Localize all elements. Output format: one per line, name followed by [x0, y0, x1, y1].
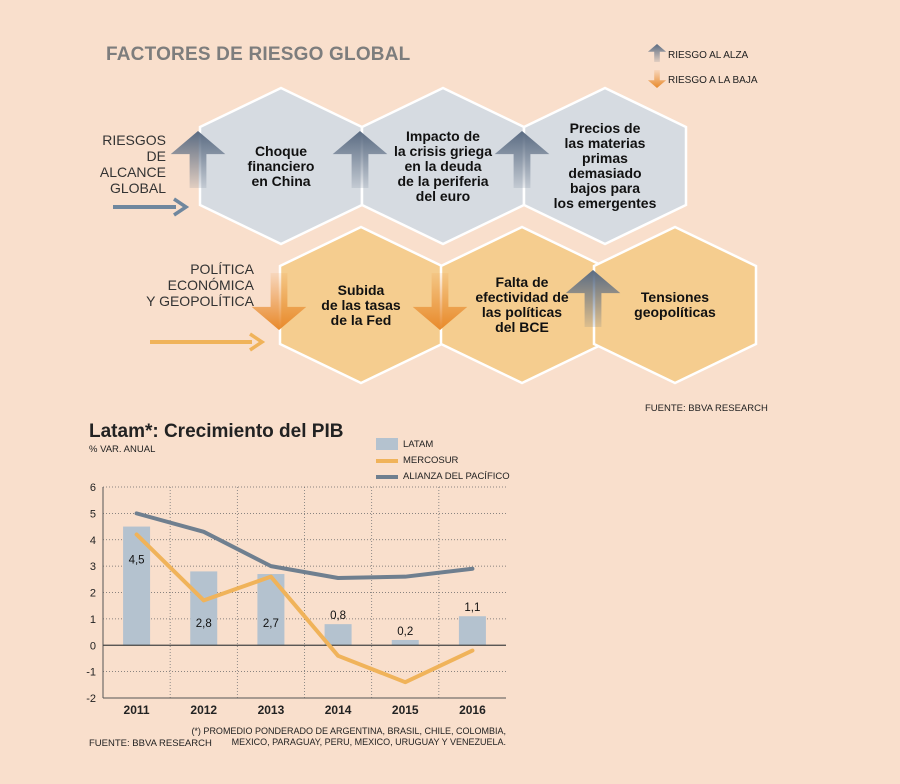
row-label-global: RIESGOS DE ALCANCE GLOBAL	[86, 132, 166, 196]
line-mercosur	[134, 532, 475, 685]
bar-latam-2014	[324, 624, 352, 646]
hexagon-text-line: Falta de	[495, 274, 549, 290]
hexagon-text-line: las políticas	[481, 304, 563, 320]
row-label-line: GLOBAL	[109, 180, 166, 196]
hexagon-text-line: bajos para	[569, 180, 641, 196]
risk-up-arrow-icon-2-3	[565, 270, 621, 327]
y-tick-label: 3	[90, 561, 96, 573]
hexagon-text-line: Precios de	[569, 120, 641, 136]
hexagon-text-policy-2: Falta de efectividad de las políticas del B…	[460, 250, 584, 360]
hexagon-text-global-3: Precios de las materias primas demasiado baj…	[543, 111, 667, 221]
chart-legend-latam: LATAM	[403, 439, 434, 450]
y-tick-label: -2	[86, 693, 96, 705]
hexagon-text-line: de la Fed	[330, 311, 392, 328]
x-tick-label-2014: 2014	[325, 703, 352, 717]
x-tick-label-2012: 2012	[190, 703, 217, 717]
row-label-line: POLÍTICA	[190, 261, 254, 277]
x-tick-label-2011: 2011	[124, 703, 150, 717]
data-label-latam-2014: 0,8	[330, 610, 346, 622]
x-tick-label-2016: 2016	[459, 703, 486, 717]
hexagon-text-policy-3: Tensiones geopolíticas	[613, 250, 737, 360]
risk-up-arrow-icon-1-2	[332, 131, 388, 188]
hexagon-text-line: Tensiones	[640, 289, 710, 305]
row-global-arrow-icon	[113, 197, 190, 217]
hexagon-text-line: financiero	[247, 157, 315, 174]
infographic-source: FUENTE: BBVA RESEARCH	[645, 403, 768, 414]
gdp-chart: -2 -1 0 1 2 3 4 5 6 4,5 2,8 2,7 0,8 0,2 1,1 2011 2012 201…	[86, 438, 506, 717]
legend-swatch-latam	[376, 438, 398, 450]
chart-legend-mercosur: MERCOSUR	[403, 455, 459, 466]
infographic-title: FACTORES DE RIESGO GLOBAL	[106, 44, 411, 65]
hexagon-text-line: primas	[582, 150, 628, 166]
hexagon-global-3	[522, 86, 688, 246]
row-label-line: ALCANCE	[99, 164, 166, 180]
hexagon-text-line: los emergentes	[553, 195, 657, 211]
risk-down-arrow-icon-2-1	[251, 273, 307, 330]
data-label-latam-2013: 2,7	[263, 618, 279, 630]
bar-latam-2012	[190, 571, 218, 646]
y-tick-label: 4	[90, 535, 96, 547]
risk-up-arrow-icon-1-1	[170, 131, 226, 188]
legend-down-arrow-icon	[647, 70, 667, 88]
data-label-latam-2016: 1,1	[464, 602, 480, 614]
hexagon-text-line: de la periferia	[397, 172, 489, 189]
row-label-line: ECONÓMICA	[167, 277, 254, 293]
row-policy-arrow-icon	[150, 332, 266, 352]
chart-footnote: (*) PROMEDIO PONDERADO DE ARGENTINA, BRA…	[191, 726, 506, 747]
hexagon-text-line: de las tasas	[321, 296, 401, 313]
hexagon-text-line: en China	[251, 172, 311, 189]
row-label-line: Y GEOPOLÍTICA	[146, 293, 254, 309]
hexagon-text-line: las materias	[564, 135, 646, 151]
y-tick-label: 2	[90, 588, 96, 600]
hexagon-text-line: del euro	[415, 187, 471, 204]
risk-up-arrow-icon-1-3	[494, 131, 550, 188]
line-alianza-pacifico	[134, 511, 475, 580]
data-label-latam-2012: 2,8	[196, 618, 212, 630]
chart-legend-alianza: ALIANZA DEL PACÍFICO	[403, 471, 510, 482]
bar-latam-2015	[391, 639, 419, 646]
row-label-line: DE	[146, 148, 166, 164]
hexagon-text-line: Impacto de	[406, 127, 480, 144]
hexagon-text-global-2: Impacto de la crisis griega en la deuda de …	[381, 111, 505, 221]
hexagon-text-line: geopolíticas	[634, 304, 716, 320]
legend-up-label: RIESGO AL ALZA	[668, 50, 749, 61]
chart-subtitle: % VAR. ANUAL	[89, 444, 156, 455]
bar-latam-2016	[458, 616, 486, 646]
chart-source: FUENTE: BBVA RESEARCH	[89, 738, 212, 749]
row-label-policy: POLÍTICA ECONÓMICA Y GEOPOLÍTICA	[130, 261, 254, 309]
hexagon-text-global-1: Choque financiero en China	[219, 111, 343, 221]
hexagon-text-policy-1: Subida de las tasas de la Fed	[299, 250, 423, 360]
y-tick-label: 5	[90, 508, 96, 520]
data-label-latam-2015: 0,2	[397, 626, 413, 638]
y-tick-label: 0	[90, 640, 96, 652]
x-tick-label-2015: 2015	[392, 703, 419, 717]
risk-down-arrow-icon-2-2	[412, 273, 468, 330]
bar-latam-2011	[123, 526, 151, 646]
hexagon-diagram	[113, 44, 758, 385]
hexagon-text-line: la crisis griega	[393, 142, 493, 159]
data-label-latam-2011: 4,5	[129, 554, 145, 566]
y-tick-label: 1	[90, 614, 96, 626]
legend-down-label: RIESGO A LA BAJA	[668, 75, 758, 86]
y-tick-label: 6	[90, 482, 96, 494]
hexagon-text-line: Subida	[337, 281, 385, 298]
row-label-line: RIESGOS	[102, 132, 166, 148]
hexagon-text-line: del BCE	[495, 319, 549, 335]
chart-title: Latam*: Crecimiento del PIB	[89, 421, 344, 442]
y-tick-label: -1	[86, 667, 96, 679]
x-tick-label-2013: 2013	[258, 703, 285, 717]
hexagon-policy-3	[592, 225, 758, 385]
hexagon-text-line: en la deuda	[404, 157, 482, 174]
hexagon-text-line: Choque	[254, 142, 308, 159]
hexagon-text-line: efectividad de	[475, 289, 569, 305]
legend-up-arrow-icon	[647, 44, 667, 62]
hexagon-text-line: demasiado	[568, 165, 642, 181]
